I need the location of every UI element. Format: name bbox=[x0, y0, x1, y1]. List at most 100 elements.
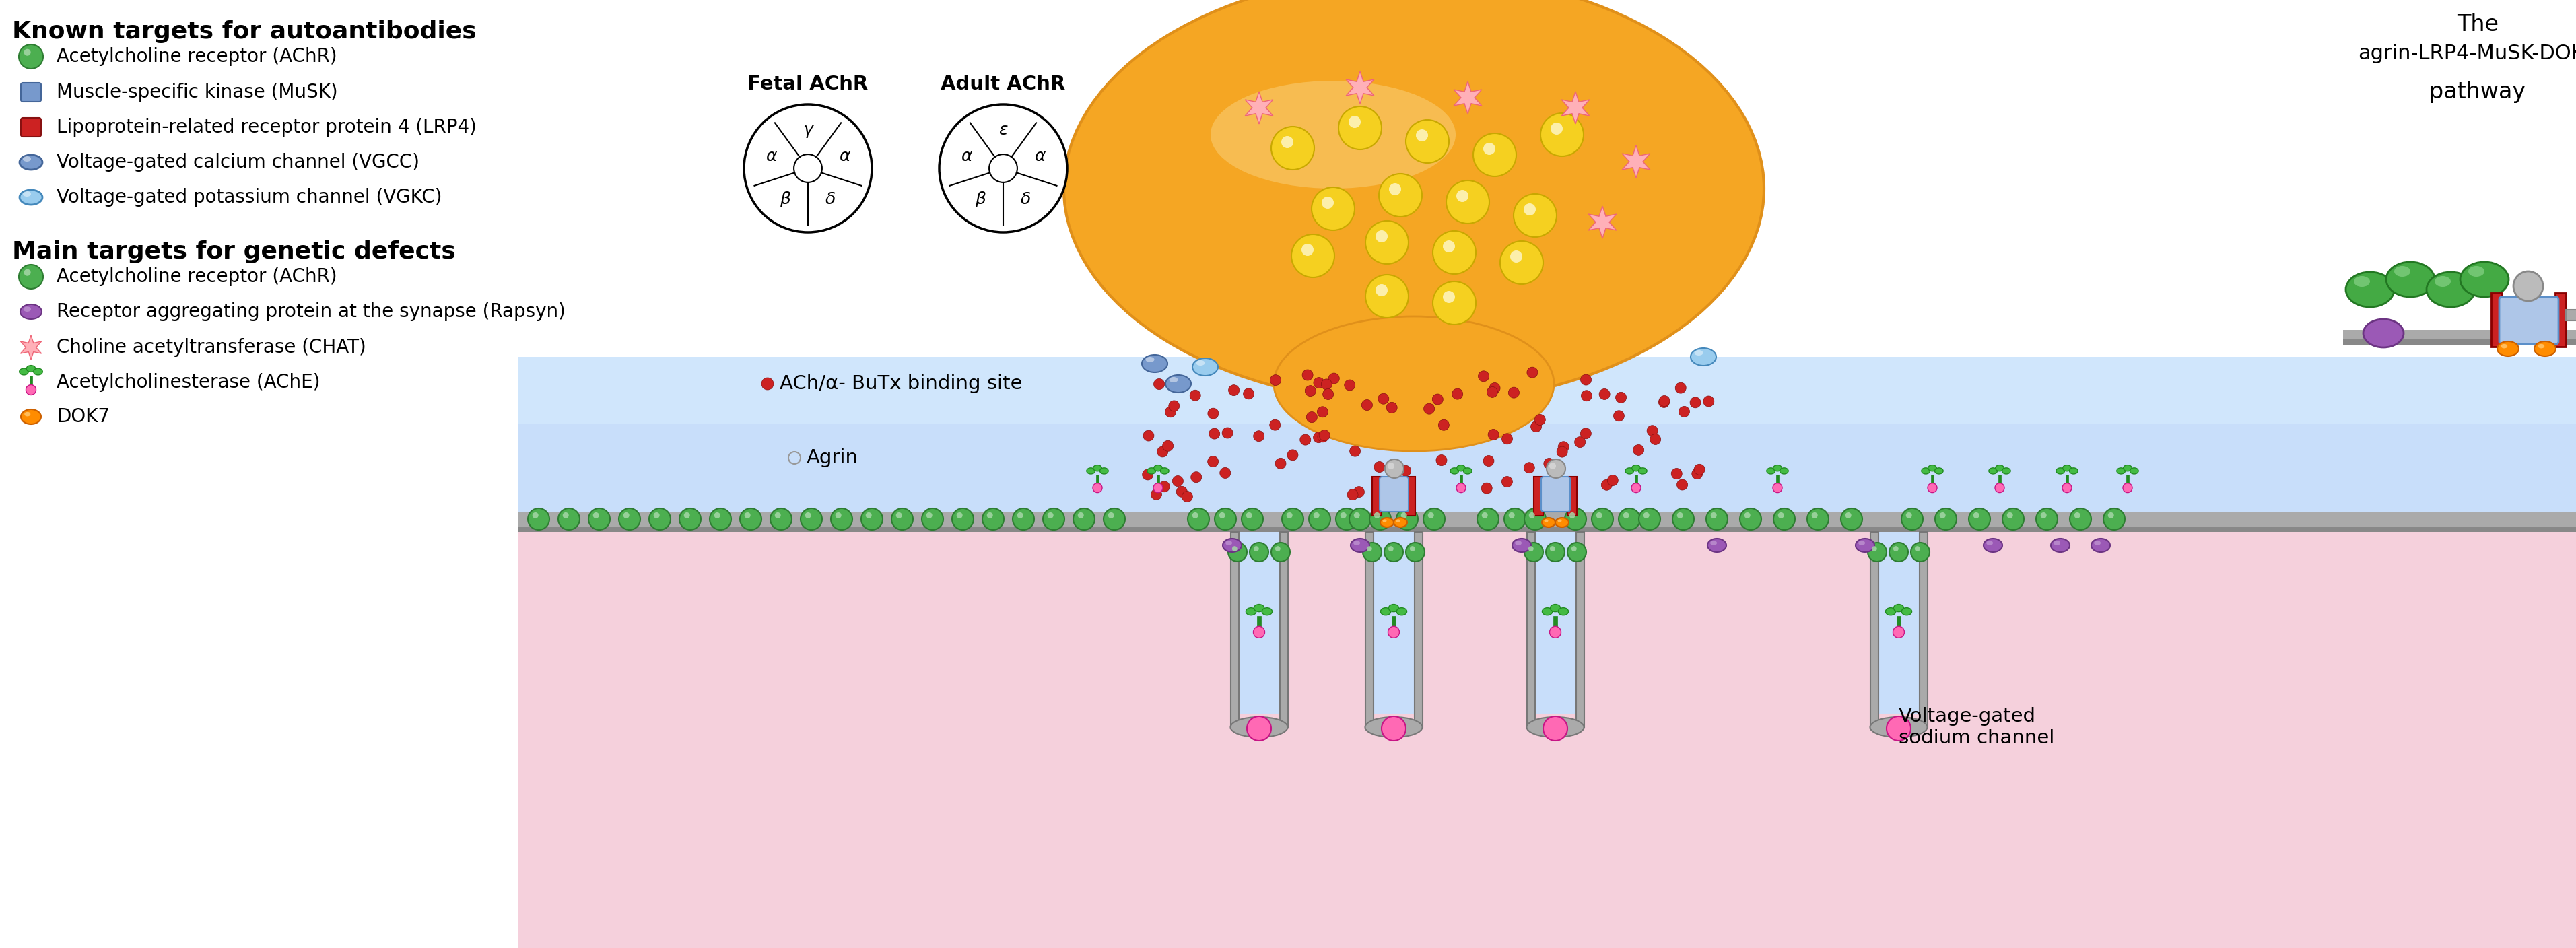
Circle shape bbox=[714, 512, 721, 519]
Circle shape bbox=[739, 508, 762, 530]
Circle shape bbox=[744, 512, 750, 519]
Circle shape bbox=[1376, 284, 1388, 296]
Circle shape bbox=[1489, 383, 1499, 393]
Ellipse shape bbox=[2354, 276, 2370, 287]
Bar bbox=[1257, 616, 1260, 629]
Circle shape bbox=[1406, 119, 1448, 163]
Circle shape bbox=[1873, 546, 1878, 552]
Circle shape bbox=[1275, 458, 1285, 469]
Circle shape bbox=[1157, 447, 1167, 457]
Ellipse shape bbox=[1211, 81, 1455, 189]
Circle shape bbox=[1363, 542, 1381, 561]
Circle shape bbox=[940, 104, 1066, 232]
Circle shape bbox=[1378, 173, 1422, 217]
Circle shape bbox=[1672, 468, 1682, 479]
Ellipse shape bbox=[2460, 262, 2509, 297]
Bar bbox=[2344, 330, 2576, 339]
Circle shape bbox=[2007, 512, 2012, 519]
Ellipse shape bbox=[1247, 608, 1257, 615]
Circle shape bbox=[1396, 508, 1417, 530]
Bar bbox=[1999, 475, 2002, 485]
Circle shape bbox=[1525, 508, 1546, 530]
Circle shape bbox=[1314, 512, 1319, 519]
Bar bbox=[518, 356, 2576, 424]
Ellipse shape bbox=[1558, 520, 1561, 522]
Ellipse shape bbox=[2056, 468, 2063, 474]
Circle shape bbox=[1906, 512, 1911, 519]
Ellipse shape bbox=[1463, 468, 1471, 474]
Ellipse shape bbox=[2117, 468, 2125, 474]
Circle shape bbox=[1301, 244, 1314, 256]
Circle shape bbox=[1911, 542, 1929, 561]
Circle shape bbox=[2105, 508, 2125, 530]
Circle shape bbox=[1141, 469, 1154, 480]
Circle shape bbox=[1672, 508, 1695, 530]
Ellipse shape bbox=[2069, 468, 2079, 474]
Circle shape bbox=[1092, 483, 1103, 493]
Circle shape bbox=[1528, 512, 1535, 519]
Circle shape bbox=[1288, 449, 1298, 461]
Circle shape bbox=[1164, 407, 1175, 417]
Text: Acetylcholine receptor (AChR): Acetylcholine receptor (AChR) bbox=[57, 47, 337, 66]
Circle shape bbox=[1695, 465, 1705, 475]
Circle shape bbox=[981, 508, 1005, 530]
Polygon shape bbox=[1453, 82, 1481, 114]
Text: ε: ε bbox=[999, 122, 1007, 138]
Ellipse shape bbox=[1170, 377, 1177, 382]
Bar bbox=[518, 356, 2576, 512]
Circle shape bbox=[832, 508, 853, 530]
Text: Acetylcholine receptor (AChR): Acetylcholine receptor (AChR) bbox=[57, 267, 337, 286]
Circle shape bbox=[1314, 377, 1324, 388]
Text: Voltage-gated
sodium channel: Voltage-gated sodium channel bbox=[1899, 707, 2056, 748]
Ellipse shape bbox=[2092, 538, 2110, 552]
Circle shape bbox=[1504, 508, 1525, 530]
Circle shape bbox=[1551, 546, 1556, 552]
Circle shape bbox=[1355, 512, 1360, 519]
Circle shape bbox=[1680, 407, 1690, 417]
Circle shape bbox=[2123, 483, 2133, 493]
Circle shape bbox=[1453, 389, 1463, 399]
Ellipse shape bbox=[1870, 717, 1927, 738]
Bar bbox=[1280, 532, 1288, 727]
Circle shape bbox=[1301, 434, 1311, 446]
Circle shape bbox=[1270, 374, 1280, 386]
Circle shape bbox=[1427, 512, 1435, 519]
Circle shape bbox=[1018, 512, 1023, 519]
Ellipse shape bbox=[1100, 468, 1108, 474]
Circle shape bbox=[1582, 391, 1592, 401]
Bar bbox=[1932, 475, 1935, 485]
Circle shape bbox=[1486, 387, 1497, 397]
Ellipse shape bbox=[1857, 540, 1865, 545]
Circle shape bbox=[1484, 143, 1497, 155]
Bar bbox=[1373, 477, 1381, 516]
Circle shape bbox=[1376, 230, 1388, 243]
Circle shape bbox=[587, 508, 611, 530]
Circle shape bbox=[1345, 380, 1355, 391]
Circle shape bbox=[1546, 542, 1564, 561]
Ellipse shape bbox=[1935, 468, 1942, 474]
Circle shape bbox=[1528, 546, 1533, 552]
Circle shape bbox=[1744, 512, 1749, 519]
Circle shape bbox=[762, 377, 773, 390]
Ellipse shape bbox=[1922, 468, 1929, 474]
Ellipse shape bbox=[2002, 468, 2009, 474]
Circle shape bbox=[1188, 508, 1208, 530]
Ellipse shape bbox=[2063, 465, 2071, 471]
Ellipse shape bbox=[1528, 717, 1584, 738]
FancyBboxPatch shape bbox=[2499, 297, 2558, 344]
Text: Adult AChR: Adult AChR bbox=[940, 75, 1066, 94]
Ellipse shape bbox=[1558, 608, 1569, 615]
Circle shape bbox=[1481, 483, 1492, 494]
Text: α: α bbox=[961, 149, 971, 165]
Circle shape bbox=[1303, 370, 1314, 380]
Circle shape bbox=[1646, 426, 1659, 436]
Circle shape bbox=[744, 104, 871, 232]
Text: Voltage-gated calcium channel (VGCC): Voltage-gated calcium channel (VGCC) bbox=[57, 153, 420, 172]
Circle shape bbox=[1973, 512, 1978, 519]
Circle shape bbox=[1777, 512, 1785, 519]
Circle shape bbox=[1435, 455, 1448, 465]
Circle shape bbox=[989, 155, 1018, 182]
Ellipse shape bbox=[1383, 520, 1386, 522]
Ellipse shape bbox=[1450, 468, 1458, 474]
FancyBboxPatch shape bbox=[1878, 532, 1919, 714]
